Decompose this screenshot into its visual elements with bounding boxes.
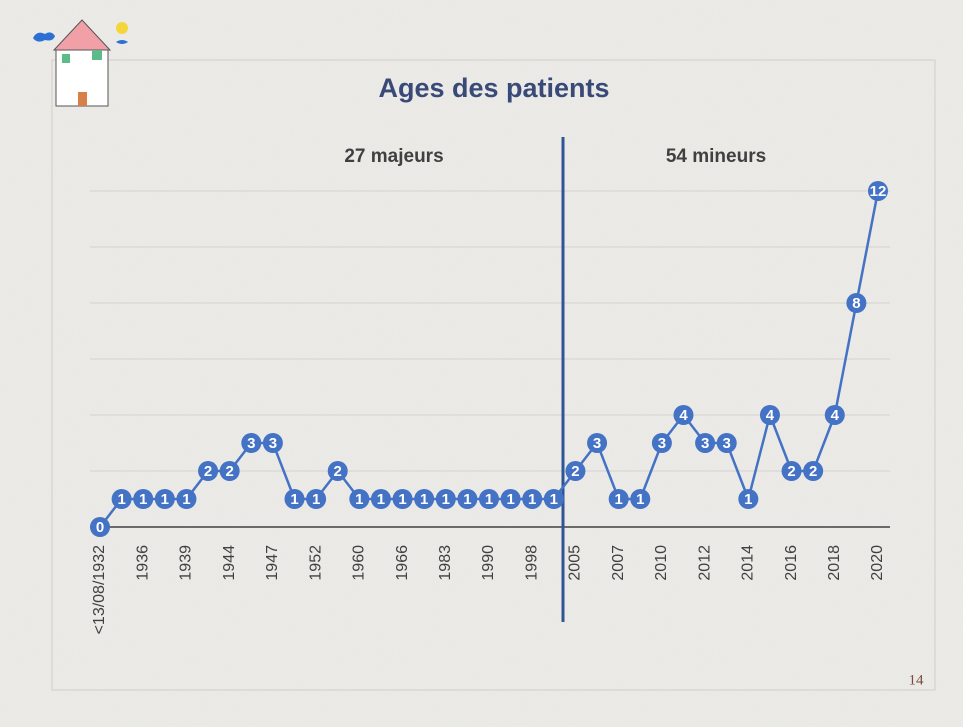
data-label: 8 — [852, 295, 860, 312]
data-label: 1 — [377, 491, 385, 508]
data-label: 1 — [636, 491, 644, 508]
data-label: 3 — [247, 435, 255, 452]
data-label: 1 — [485, 491, 493, 508]
data-label: 12 — [870, 183, 887, 200]
data-label: 2 — [225, 463, 233, 480]
data-label: 3 — [701, 435, 709, 452]
x-tick-label: 1944 — [221, 545, 238, 581]
data-label: 2 — [334, 463, 342, 480]
x-tick-label: 2020 — [869, 545, 886, 581]
data-label: 3 — [723, 435, 731, 452]
x-tick-label: 1983 — [437, 545, 454, 581]
data-label: 1 — [398, 491, 406, 508]
data-label: 4 — [766, 407, 775, 424]
x-tick-label: <13/08/1932 — [91, 545, 108, 635]
page-number: 14 — [909, 672, 925, 688]
x-tick-label: 1960 — [351, 545, 368, 581]
data-label: 1 — [312, 491, 320, 508]
x-tick-label: 2010 — [653, 545, 670, 581]
x-tick-label: 1936 — [134, 545, 151, 581]
data-label: 2 — [571, 463, 579, 480]
data-label: 2 — [809, 463, 817, 480]
data-label: 4 — [831, 407, 840, 424]
data-label: 1 — [550, 491, 558, 508]
data-label: 1 — [182, 491, 190, 508]
x-tick-label: 2005 — [567, 545, 584, 581]
x-tick-label: 2014 — [740, 545, 757, 581]
data-label: 0 — [96, 519, 104, 536]
x-tick-label: 2016 — [783, 545, 800, 581]
annotation: 27 majeurs — [344, 146, 443, 167]
data-label: 1 — [161, 491, 169, 508]
x-tick-label: 1998 — [523, 545, 540, 581]
x-tick-label: 1939 — [178, 545, 195, 581]
data-label: 2 — [787, 463, 795, 480]
data-label: 3 — [593, 435, 601, 452]
data-label: 1 — [744, 491, 752, 508]
data-label: 1 — [614, 491, 622, 508]
x-tick-label: 1990 — [480, 545, 497, 581]
slide: Ages des patients 27 majeurs 54 mineurs … — [0, 0, 963, 727]
data-label: 1 — [463, 491, 471, 508]
data-label: 1 — [528, 491, 536, 508]
x-tick-label: 2018 — [826, 545, 843, 581]
data-label: 3 — [658, 435, 666, 452]
annotation: 54 mineurs — [666, 146, 766, 167]
data-label: 1 — [442, 491, 450, 508]
data-label: 1 — [117, 491, 125, 508]
x-tick-label: 2012 — [696, 545, 713, 581]
data-label: 1 — [506, 491, 514, 508]
data-label: 4 — [679, 407, 688, 424]
data-label: 3 — [269, 435, 277, 452]
x-tick-label: 1947 — [264, 545, 281, 581]
chart-title: Ages des patients — [378, 73, 609, 103]
data-label: 2 — [204, 463, 212, 480]
data-label: 1 — [420, 491, 428, 508]
x-tick-label: 1952 — [307, 545, 324, 581]
x-tick-label: 2007 — [610, 545, 627, 581]
data-label: 1 — [290, 491, 298, 508]
texture — [0, 0, 963, 727]
data-label: 1 — [139, 491, 147, 508]
data-label: 1 — [355, 491, 363, 508]
x-tick-label: 1966 — [394, 545, 411, 581]
